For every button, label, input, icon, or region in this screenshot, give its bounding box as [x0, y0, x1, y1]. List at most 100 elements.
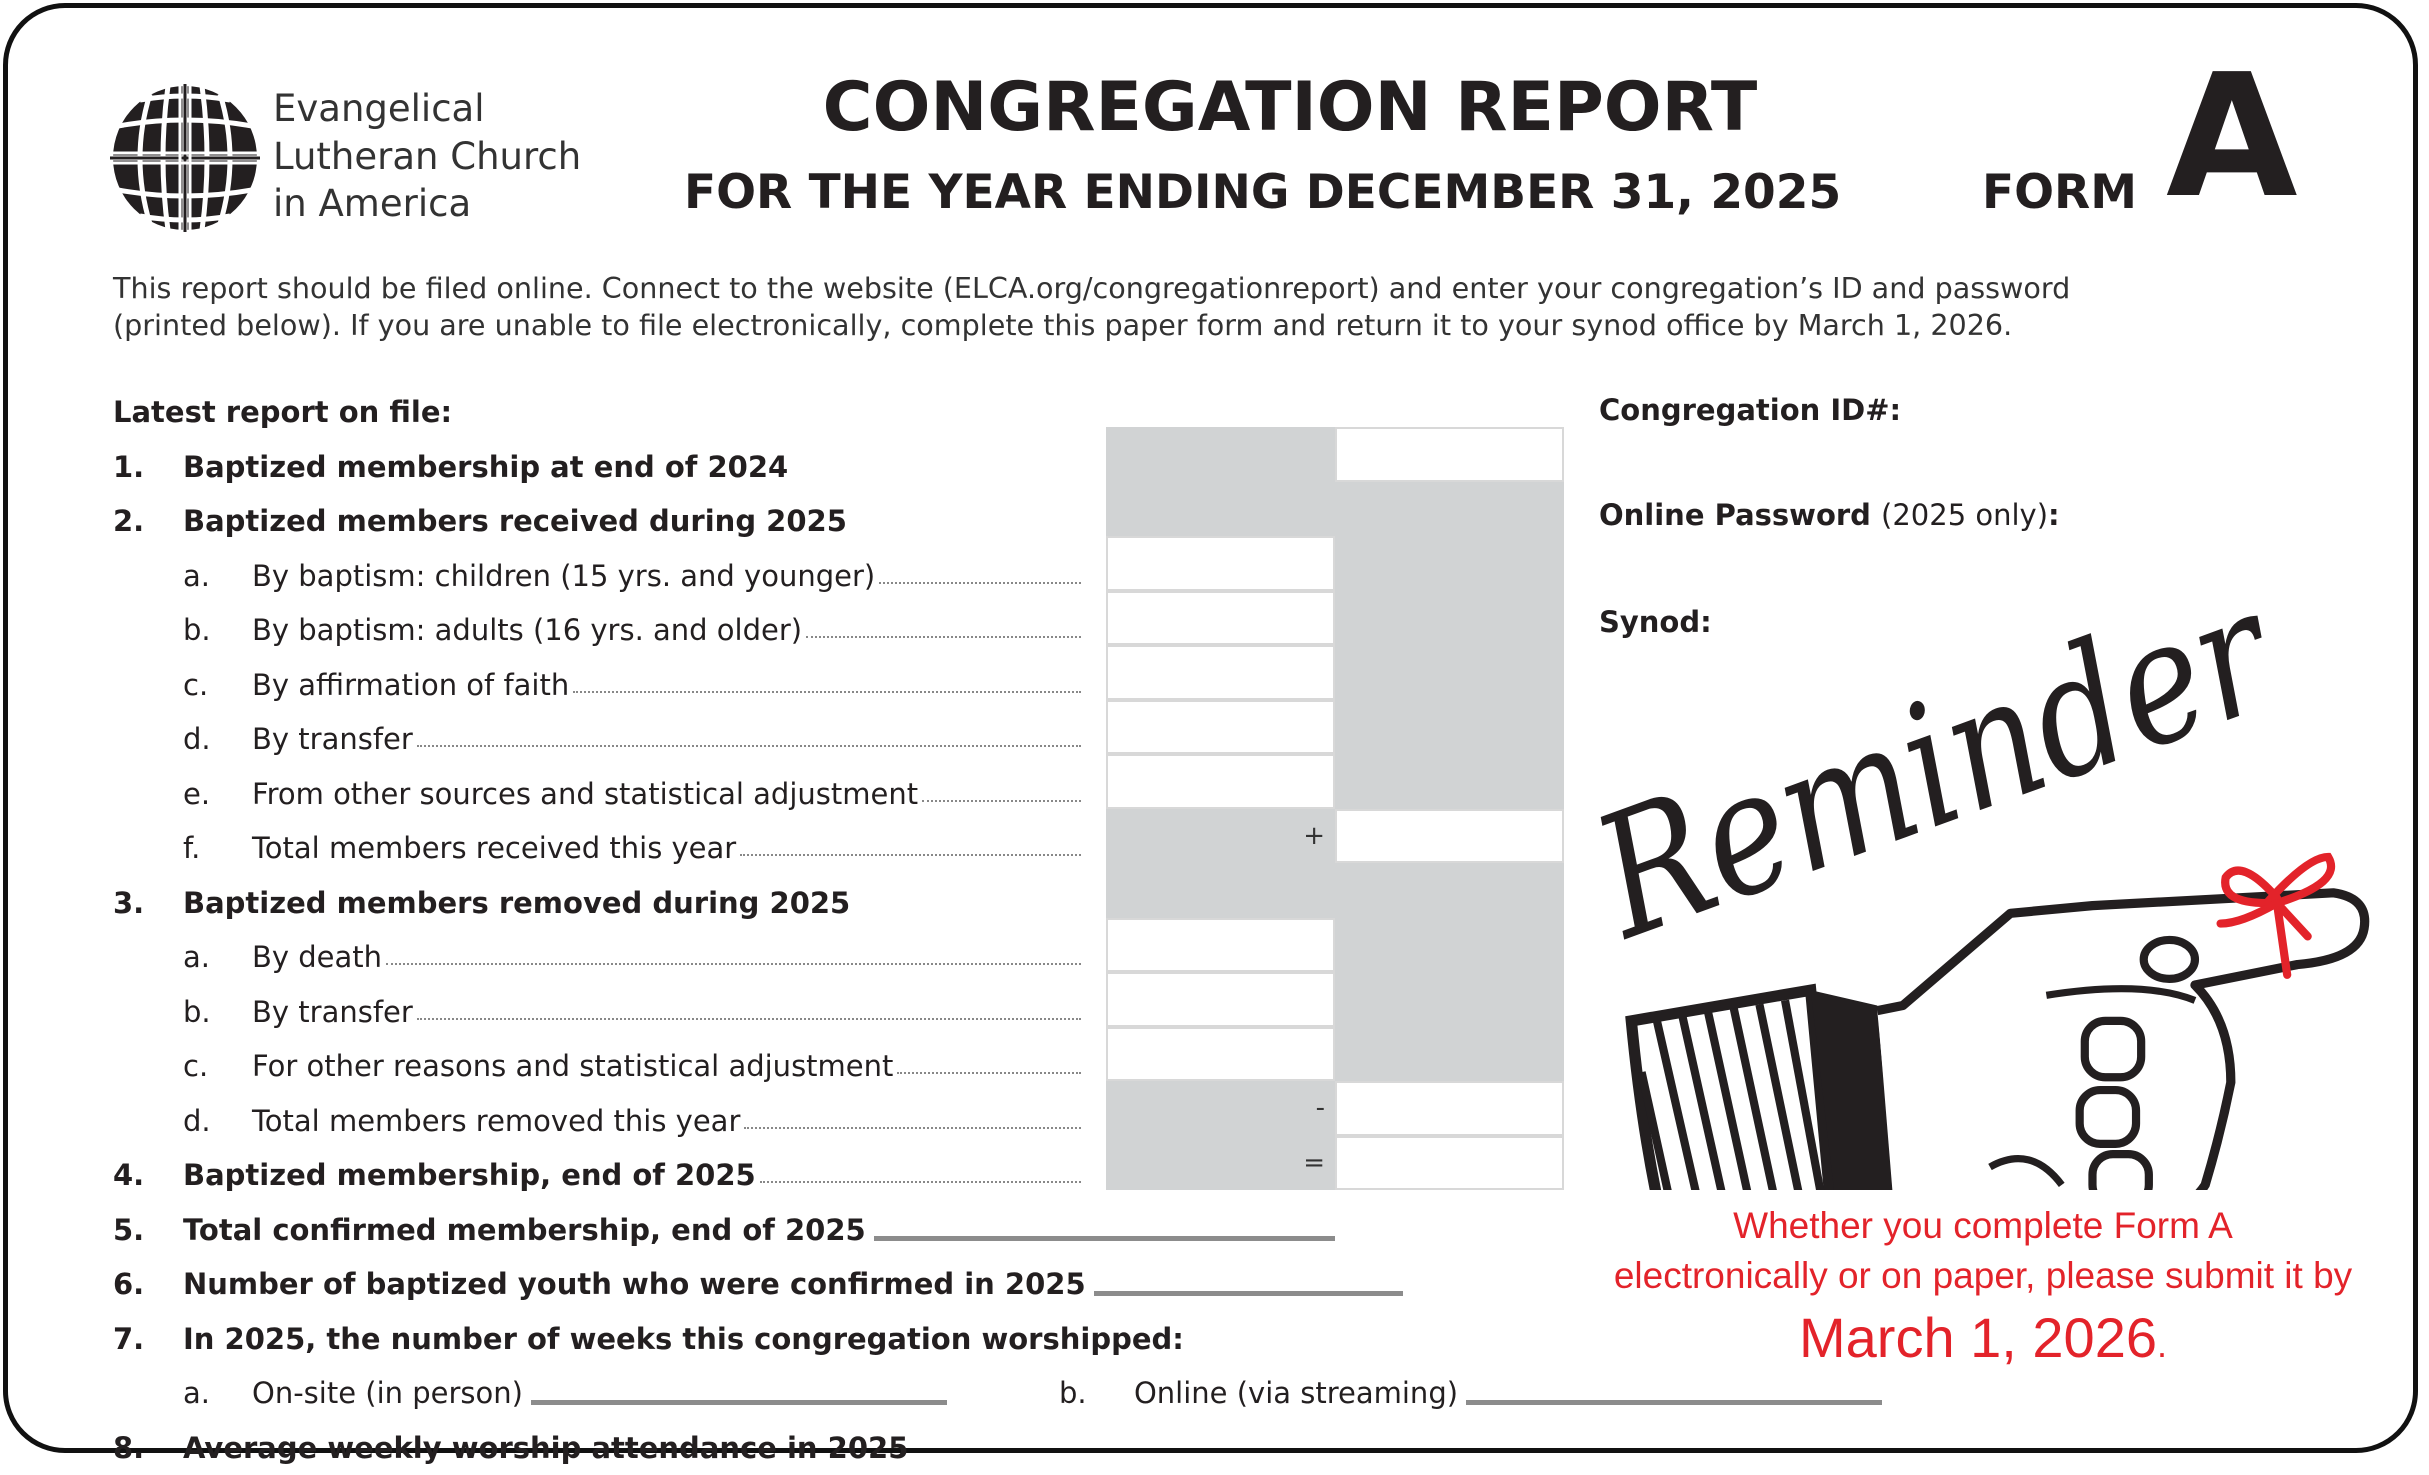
- reminder-deadline: March 1, 2026.: [1530, 1305, 2429, 1370]
- intro-paragraph: This report should be filed online. Conn…: [113, 270, 2070, 344]
- deadline-period: .: [2157, 1324, 2167, 1365]
- item-label: Total confirmed membership, end of 2025: [183, 1213, 866, 1247]
- shaded-cell: [1335, 700, 1564, 755]
- item-label: From other sources and statistical adjus…: [252, 777, 918, 811]
- item-letter: d.: [183, 1104, 252, 1138]
- dotted-leader: [417, 745, 1081, 747]
- deadline-date: March 1, 2026: [1799, 1306, 2157, 1369]
- list-item: 8.Average weekly worship attendance in 2…: [113, 1421, 908, 1475]
- list-item: 3.Baptized members removed during 2025: [113, 876, 850, 931]
- item-letter: f.: [183, 831, 252, 865]
- reminder-line: Whether you complete Form A: [1530, 1205, 2429, 1247]
- password-colon: :: [2048, 498, 2060, 532]
- intro-line: This report should be filed online. Conn…: [113, 270, 2070, 307]
- shaded-cell: +: [1106, 809, 1335, 864]
- entry-cell[interactable]: [1335, 1081, 1564, 1136]
- item-label: By transfer: [252, 995, 413, 1029]
- operator-symbol: =: [1303, 1148, 1325, 1178]
- list-item: e.From other sources and statistical adj…: [113, 767, 1081, 822]
- item-label: Online (via streaming): [1134, 1376, 1458, 1410]
- answer-field[interactable]: [874, 1236, 1335, 1241]
- item-number: 7.: [113, 1322, 183, 1356]
- shaded-cell: [1106, 482, 1335, 537]
- entry-cell[interactable]: [1106, 918, 1335, 973]
- entry-cell[interactable]: [1106, 536, 1335, 591]
- password-label-text: Online Password: [1599, 498, 1871, 532]
- intro-line: (printed below). If you are unable to fi…: [113, 307, 2070, 344]
- list-item: Latest report on file:: [113, 385, 452, 440]
- item-letter: b.: [183, 995, 252, 1029]
- list-item: 7.In 2025, the number of weeks this cong…: [113, 1312, 1184, 1367]
- item-number: 8.: [113, 1431, 183, 1465]
- entry-cell[interactable]: [1335, 427, 1564, 482]
- operator-symbol: -: [1316, 1093, 1325, 1123]
- item-number: 2.: [113, 504, 183, 538]
- section-heading: Latest report on file:: [113, 395, 452, 429]
- list-item: b.By baptism: adults (16 yrs. and older): [113, 603, 1081, 658]
- entry-cell[interactable]: [1106, 1027, 1335, 1082]
- page-subtitle: FOR THE YEAR ENDING DECEMBER 31, 2025: [684, 165, 1841, 220]
- entry-cell[interactable]: [1106, 591, 1335, 646]
- list-item: 1.Baptized membership at end of 2024: [113, 440, 788, 495]
- item-label: By transfer: [252, 722, 413, 756]
- item-label: In 2025, the number of weeks this congre…: [183, 1322, 1184, 1356]
- answer-field[interactable]: [1094, 1291, 1403, 1296]
- congregation-id-label: Congregation ID#:: [1599, 393, 1901, 427]
- shaded-cell: -: [1106, 1081, 1335, 1136]
- entry-cell[interactable]: [1106, 754, 1335, 809]
- form-letter: A: [2166, 52, 2298, 222]
- item-number: 5.: [113, 1213, 183, 1247]
- item-letter: e.: [183, 777, 252, 811]
- item-letter: d.: [183, 722, 252, 756]
- shaded-cell: [1335, 1027, 1564, 1082]
- entry-cell[interactable]: [1335, 809, 1564, 864]
- entry-cell[interactable]: [1106, 972, 1335, 1027]
- item-label: Baptized members removed during 2025: [183, 886, 850, 920]
- list-item: c.By affirmation of faith: [113, 658, 1081, 713]
- form-label: FORM: [1982, 165, 2137, 220]
- item-label: Baptized membership, end of 2025: [183, 1158, 756, 1192]
- page-title: CONGREGATION REPORT: [0, 68, 2429, 147]
- entry-cell[interactable]: [1106, 700, 1335, 755]
- entry-cell[interactable]: [1106, 645, 1335, 700]
- item-label: Number of baptized youth who were confir…: [183, 1267, 1086, 1301]
- list-item: d.By transfer: [113, 712, 1081, 767]
- dotted-leader: [897, 1072, 1081, 1074]
- shaded-cell: [1106, 863, 1335, 918]
- item-label: On-site (in person): [252, 1376, 523, 1410]
- list-item: 6.Number of baptized youth who were conf…: [113, 1257, 1403, 1312]
- list-item: b.By transfer: [113, 985, 1081, 1040]
- dotted-leader: [806, 636, 1081, 638]
- item-letter: a.: [183, 559, 252, 593]
- dotted-leader: [879, 582, 1081, 584]
- dotted-leader: [744, 1127, 1081, 1129]
- shaded-cell: [1335, 645, 1564, 700]
- list-item: a.By baptism: children (15 yrs. and youn…: [113, 549, 1081, 604]
- list-item: 4.Baptized membership, end of 2025: [113, 1148, 1081, 1203]
- dotted-leader: [760, 1181, 1081, 1183]
- item-label: By death: [252, 940, 382, 974]
- item-number: 1.: [113, 450, 183, 484]
- item-letter: b.: [183, 613, 252, 647]
- shaded-cell: [1335, 536, 1564, 591]
- item-letter: a.: [183, 940, 252, 974]
- onsite-weeks-field[interactable]: [531, 1400, 947, 1405]
- shaded-cell: =: [1106, 1136, 1335, 1191]
- shaded-cell: [1335, 482, 1564, 537]
- dotted-leader: [740, 854, 1081, 856]
- entry-cell[interactable]: [1335, 1136, 1564, 1191]
- list-item: c.For other reasons and statistical adju…: [113, 1039, 1081, 1094]
- item-label: Baptized membership at end of 2024: [183, 450, 788, 484]
- list-item: 2.Baptized members received during 2025: [113, 494, 847, 549]
- item-number: 4.: [113, 1158, 183, 1192]
- item-label: Baptized members received during 2025: [183, 504, 847, 538]
- dotted-leader: [573, 691, 1081, 693]
- shaded-cell: [1335, 754, 1564, 809]
- password-note: (2025 only): [1881, 498, 2048, 532]
- shaded-cell: [1335, 972, 1564, 1027]
- reminder-line: electronically or on paper, please submi…: [1530, 1255, 2429, 1297]
- shaded-cell: [1335, 918, 1564, 973]
- operator-symbol: +: [1303, 821, 1325, 851]
- item-number: 6.: [113, 1267, 183, 1301]
- online-weeks-field[interactable]: [1466, 1400, 1882, 1405]
